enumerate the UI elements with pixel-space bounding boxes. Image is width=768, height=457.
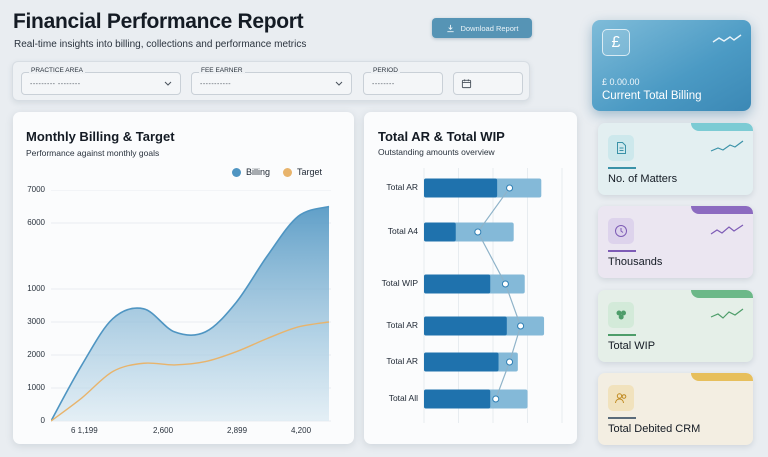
bar-label: Total All: [388, 393, 418, 403]
sparkline-icon: [710, 308, 744, 319]
bar-label: Total AR: [386, 356, 418, 366]
clock-icon: [608, 218, 634, 244]
thousands-dash: [608, 250, 636, 252]
x-tick-label: 2,600: [153, 426, 174, 435]
page-title: Financial Performance Report: [13, 10, 304, 33]
leaf-icon: [608, 302, 634, 328]
legend-target-label: Target: [297, 167, 323, 177]
y-tick-label: 7000: [27, 185, 45, 194]
marker-point: [506, 358, 514, 366]
thousands-tab: [691, 206, 753, 214]
debited-crm-card[interactable]: Total Debited CRM: [598, 373, 753, 445]
download-icon: [446, 24, 454, 32]
target-line: [51, 321, 330, 422]
debited-crm-label: Total Debited CRM: [608, 423, 701, 435]
billing-chart-title: Monthly Billing & Target: [26, 129, 175, 144]
legend-billing-swatch: [232, 167, 241, 177]
target-area: [51, 322, 329, 421]
practice-area-select[interactable]: PRACTICE AREA --------- --------: [21, 67, 181, 95]
calendar-icon: [461, 79, 472, 89]
sparkline-icon: [712, 34, 742, 43]
y-tick-label: 1000: [27, 284, 45, 293]
legend-billing-label: Billing: [246, 167, 271, 177]
bar-value[interactable]: [424, 178, 498, 198]
sparkline-icon: [710, 140, 744, 152]
marker-point: [517, 322, 525, 330]
marker-point: [501, 280, 509, 288]
document-icon: [608, 135, 634, 161]
ar-chart-title: Total AR & Total WIP: [378, 129, 505, 144]
debited-crm-tab: [691, 373, 753, 381]
users-icon: [608, 385, 634, 411]
current-billing-value: £ 0.00.00: [602, 77, 640, 87]
bar-value[interactable]: [424, 222, 456, 242]
ar-wip-chart-card: Total AR & Total WIP Outstanding amounts…: [364, 112, 577, 444]
matters-dash: [608, 167, 636, 169]
x-tick-label: 4,200: [291, 426, 312, 435]
thousands-card[interactable]: Thousands: [598, 206, 753, 278]
sparkline-icon: [710, 224, 744, 235]
fee-earner-label: FEE EARNER: [199, 67, 245, 74]
period-select[interactable]: PERIOD --------: [363, 67, 443, 95]
ar-chart-subtitle: Outstanding amounts overview: [378, 147, 495, 157]
bar-value[interactable]: [424, 274, 491, 294]
matters-label: No. of Matters: [608, 173, 678, 185]
bar-label: Total AR: [386, 182, 418, 192]
pound-icon: £: [602, 29, 630, 56]
date-picker-button[interactable]: [453, 72, 523, 95]
fee-earner-value: -----------: [200, 81, 232, 88]
download-report-button[interactable]: Download Report: [432, 18, 532, 38]
marker-line: [477, 187, 522, 400]
billing-chart-card: Monthly Billing & Target Performance aga…: [13, 112, 354, 444]
billing-area-chart: [51, 190, 331, 422]
bar-value[interactable]: [424, 389, 491, 409]
chart-legend: Billing Target: [232, 167, 322, 177]
practice-area-label: PRACTICE AREA: [29, 67, 86, 74]
legend-target-swatch: [283, 167, 293, 177]
period-value: --------: [372, 81, 395, 88]
matters-card[interactable]: No. of Matters: [598, 123, 753, 195]
total-wip-tab: [691, 290, 753, 298]
period-label: PERIOD: [371, 67, 400, 74]
x-tick-label: 2,899: [227, 426, 248, 435]
x-tick-label: 6 1,199: [71, 426, 98, 435]
bar-label: Total A4: [387, 226, 418, 236]
y-tick-label: 0: [40, 416, 45, 425]
practice-area-value: --------- --------: [30, 81, 81, 88]
thousands-label: Thousands: [608, 256, 663, 268]
matters-tab: [691, 123, 753, 131]
y-tick-label: 3000: [27, 317, 45, 326]
total-wip-card[interactable]: Total WIP: [598, 290, 753, 362]
fee-earner-select[interactable]: FEE EARNER -----------: [191, 67, 352, 95]
marker-point: [506, 184, 514, 192]
chevron-down-icon: [335, 81, 343, 86]
ar-bar-chart: [423, 168, 563, 423]
y-tick-label: 2000: [27, 350, 45, 359]
billing-chart-subtitle: Performance against monthly goals: [26, 148, 160, 158]
current-billing-card[interactable]: £ £ 0.00.00 Current Total Billing: [592, 20, 751, 111]
billing-line: [51, 205, 330, 422]
current-billing-label: Current Total Billing: [602, 90, 702, 102]
marker-point: [474, 228, 482, 236]
page-subtitle: Real-time insights into billing, collect…: [14, 39, 307, 50]
marker-point: [492, 395, 500, 403]
total-wip-label: Total WIP: [608, 340, 656, 352]
bar-value[interactable]: [424, 352, 499, 372]
bar-label: Total AR: [386, 320, 418, 330]
total-wip-dash: [608, 334, 636, 336]
y-tick-label: 1000: [27, 383, 45, 392]
y-tick-label: 6000: [27, 218, 45, 227]
download-report-label: Download Report: [460, 23, 519, 33]
bar-value[interactable]: [424, 316, 507, 336]
bar-label: Total WIP: [381, 278, 418, 288]
filter-bar: PRACTICE AREA --------- -------- FEE EAR…: [12, 61, 530, 101]
debited-crm-dash: [608, 417, 636, 419]
chevron-down-icon: [164, 81, 172, 86]
